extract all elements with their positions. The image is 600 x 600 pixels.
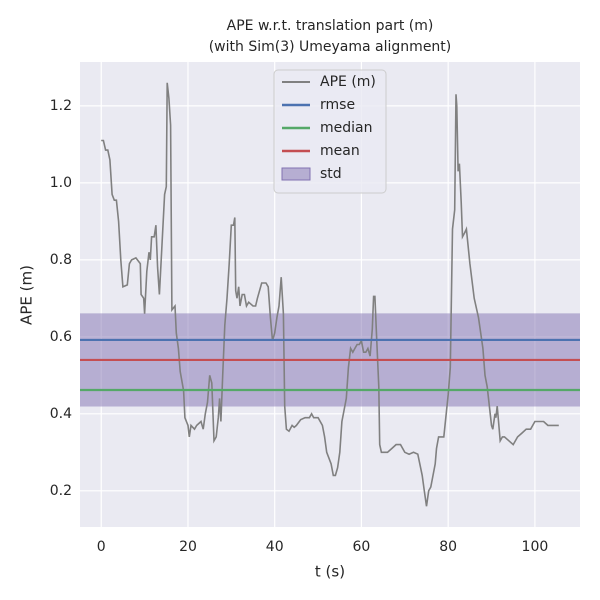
x-tick-label: 0 — [97, 539, 106, 555]
legend-label: APE (m) — [320, 74, 376, 90]
x-tick-label: 20 — [179, 539, 197, 555]
y-tick-label: 0.2 — [50, 483, 72, 499]
chart-subtitle: (with Sim(3) Umeyama alignment) — [209, 39, 452, 55]
x-tick-label: 60 — [353, 539, 371, 555]
ape-line — [101, 82, 559, 507]
y-axis-label: APE (m) — [18, 265, 36, 325]
x-tick-label: 100 — [522, 539, 549, 555]
x-tick-label: 40 — [266, 539, 284, 555]
x-axis-label: t (s) — [315, 563, 345, 581]
legend-label: rmse — [320, 97, 355, 113]
legend-label: median — [320, 120, 372, 136]
y-tick-label: 0.6 — [50, 329, 72, 345]
x-tick-label: 80 — [439, 539, 457, 555]
legend-box — [273, 69, 387, 194]
legend-label: std — [320, 166, 342, 182]
y-tick-label: 0.4 — [50, 406, 72, 422]
chart-title: APE w.r.t. translation part (m) — [227, 18, 434, 34]
y-tick-label: 1.2 — [50, 98, 72, 114]
legend-swatch — [281, 167, 311, 181]
legend-label: mean — [320, 143, 360, 159]
y-tick-label: 1.0 — [50, 175, 72, 191]
y-tick-label: 0.8 — [50, 252, 72, 268]
